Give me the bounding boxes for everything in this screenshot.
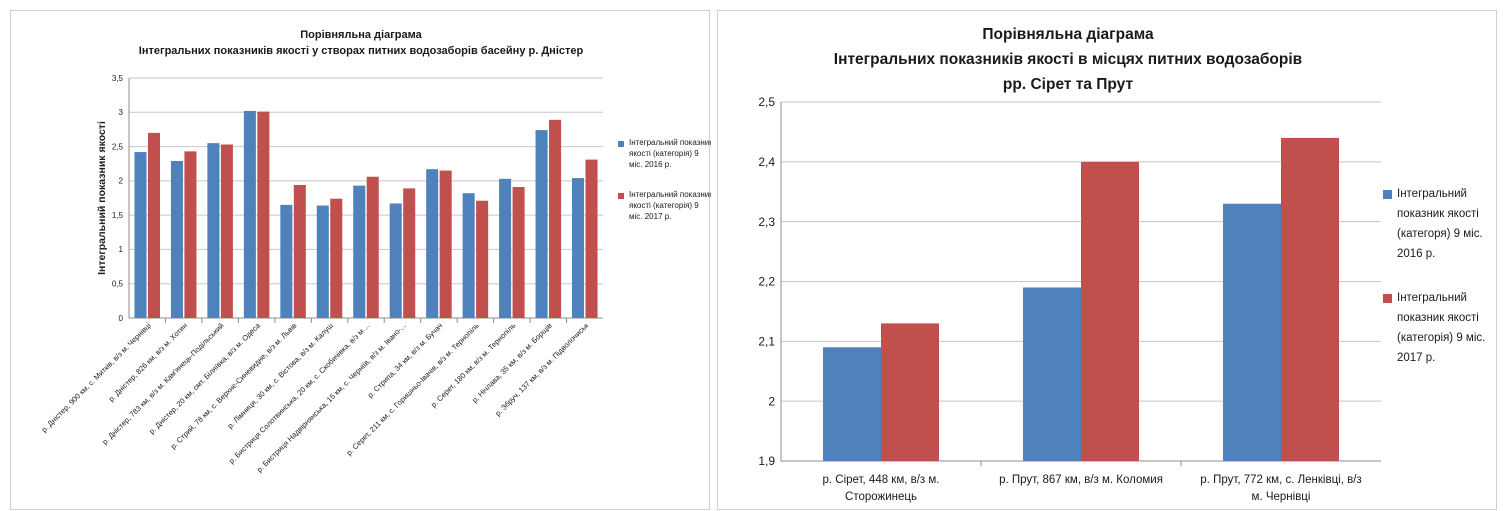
bar-series-2 xyxy=(549,119,562,318)
bar-series-1 xyxy=(1223,203,1281,461)
bar-series-1 xyxy=(572,178,585,318)
chart-siret-prut-bar-chart: Порівняльна діаграма Інтегральних показни… xyxy=(758,26,1485,503)
y-tick-label: 0,5 xyxy=(112,280,124,289)
x-tick-label: р. Прут, 867 км, в/з м. Коломия xyxy=(999,474,1163,486)
legend-swatch-1 xyxy=(1383,190,1392,199)
legend-label-2: Інтегральний показник якості (категорія) … xyxy=(629,190,711,221)
bar-series-1 xyxy=(426,169,439,318)
chart-dniester-bar-chart: Порівняльна діаграма Інтегральних показни… xyxy=(40,29,711,474)
legend-swatch-2 xyxy=(1383,294,1392,303)
y-tick-label: 1 xyxy=(119,245,124,254)
bar-series-1 xyxy=(823,347,881,461)
bar-series-1 xyxy=(316,205,329,318)
bar-series-1 xyxy=(535,130,548,318)
bar-series-2 xyxy=(147,132,160,318)
chart-panel-dniester: Порівняльна діаграма Інтегральних показни… xyxy=(10,10,711,510)
x-tick-label: р. Сірет, 448 км, в/з м. Сторожинець xyxy=(822,474,939,503)
bar-series-1 xyxy=(243,110,256,319)
x-tick-label: р. Стрипа, 34 км, в/з м. Бучач xyxy=(366,321,445,400)
y-tick-label: 1,9 xyxy=(758,454,775,468)
chart-title: Порівняльна діаграма Інтегральних показни… xyxy=(834,26,1302,93)
legend-label-1: Інтегральний показник якості (категорія) … xyxy=(629,138,711,169)
bar-series-2 xyxy=(1281,137,1339,461)
chart-title: Порівняльна діаграма Інтегральних показни… xyxy=(139,29,584,57)
x-tick-label: р. Бистриця Солотвинська, 20 км, с. Скоб… xyxy=(227,321,371,465)
bar-series-2 xyxy=(220,144,233,318)
bar-series-1 xyxy=(353,185,366,318)
bar-series-1 xyxy=(280,204,293,318)
bar-series-1 xyxy=(207,143,220,318)
y-tick-label: 0 xyxy=(119,314,124,323)
y-tick-label: 2,4 xyxy=(758,155,775,169)
y-tick-label: 2,5 xyxy=(758,95,775,109)
y-tick-label: 2 xyxy=(768,394,775,408)
bar-series-2 xyxy=(585,159,598,318)
bar-series-2 xyxy=(330,198,343,318)
bar-series-2 xyxy=(881,323,939,461)
bar-series-1 xyxy=(170,160,183,318)
legend-swatch-1 xyxy=(618,141,624,147)
bar-series-2 xyxy=(184,151,197,318)
bar-series-1 xyxy=(389,203,402,318)
bar-series-1 xyxy=(499,178,512,318)
x-tick-label: р. Прут, 772 км, с. Ленківці, в/з м. Черн… xyxy=(1200,474,1361,503)
y-tick-label: 3 xyxy=(119,108,124,117)
bar-series-2 xyxy=(476,200,489,318)
bar-series-1 xyxy=(134,152,147,318)
chart-panel-siret-prut: Порівняльна діаграма Інтегральних показни… xyxy=(717,10,1497,510)
legend-label-2: Інтегральний показник якості (категорія) 9… xyxy=(1397,292,1485,364)
y-tick-label: 3,5 xyxy=(112,74,124,83)
bar-series-2 xyxy=(293,184,306,318)
x-tick-label: р. Стрий, 78 км, с. Верхнє-Синевидне, в/… xyxy=(169,321,299,451)
y-tick-label: 2,1 xyxy=(758,335,775,349)
bar-series-1 xyxy=(462,193,475,318)
y-tick-label: 2,2 xyxy=(758,275,775,289)
x-tick-label: р. Серет, 211 км, с. Горишньо-Івачів, в/… xyxy=(345,321,481,457)
bar-series-2 xyxy=(257,111,270,318)
bar-series-2 xyxy=(366,176,379,318)
legend-label-1: Інтегральний показник якості (категоря) 9 … xyxy=(1397,188,1483,260)
bar-series-2 xyxy=(403,188,416,318)
bar-series-1 xyxy=(1023,287,1081,461)
y-tick-label: 2,5 xyxy=(112,142,124,151)
bar-series-2 xyxy=(512,187,525,318)
y-axis-label: Інтегральний показник якості xyxy=(96,121,108,275)
y-tick-label: 1,5 xyxy=(112,211,124,220)
bar-series-2 xyxy=(439,170,452,318)
legend-swatch-2 xyxy=(618,193,624,199)
y-tick-label: 2 xyxy=(119,177,124,186)
y-tick-label: 2,3 xyxy=(758,215,775,229)
bar-series-2 xyxy=(1081,161,1139,462)
